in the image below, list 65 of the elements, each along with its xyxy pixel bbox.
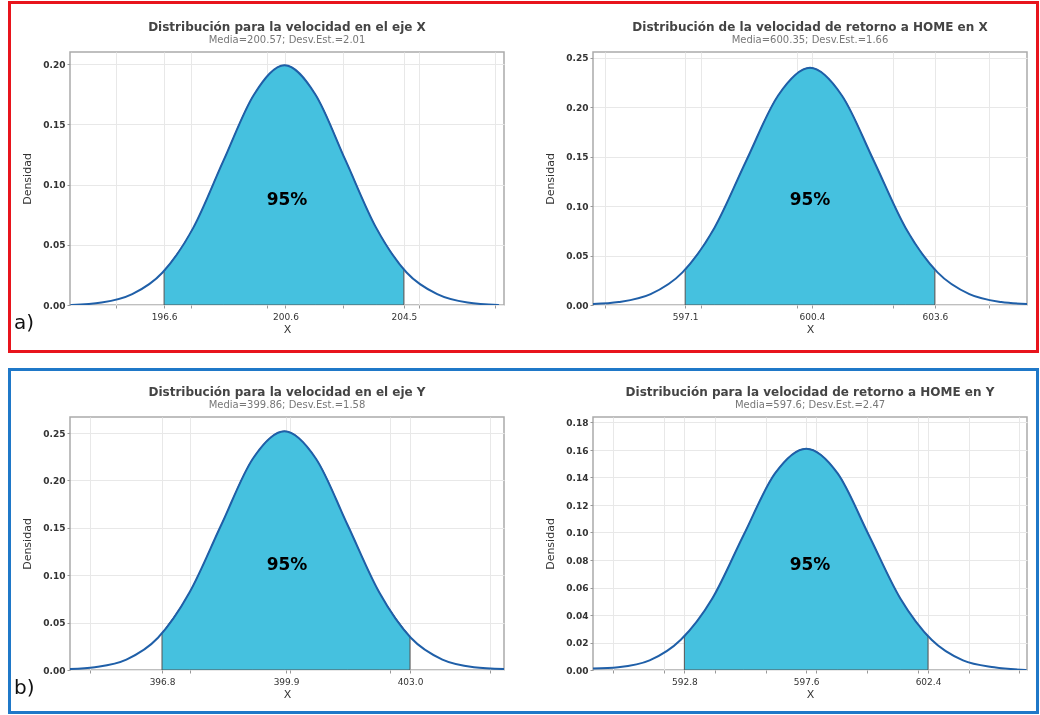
text: b): [14, 675, 35, 699]
y-tick-label: 0.15: [43, 523, 66, 534]
y-tick-label: 0.20: [43, 475, 66, 486]
y-tick-label: 0.08: [566, 555, 589, 566]
y-tick-label: 0.02: [566, 638, 589, 648]
y-tick-label: 0.14: [566, 473, 589, 483]
x-tick-label: 200.6: [273, 311, 300, 322]
chart-title: Distribución para la velocidad de retorno a HOME en Y: [625, 385, 995, 399]
y-tick-label: 0.00: [43, 300, 66, 311]
line-series: [70, 64, 500, 305]
y-tick-label: 0.05: [43, 240, 66, 251]
annotation: 95%: [266, 189, 308, 209]
text: a): [14, 310, 35, 334]
chart-title: Distribución de la velocidad de retorno a HOME en X: [632, 20, 989, 34]
y-tick-label: 0.10: [43, 570, 66, 581]
y-tick-label: 0.10: [566, 201, 589, 212]
y-tick-label: 0.05: [43, 618, 66, 629]
x-tick-label: 396.8: [149, 676, 176, 687]
chart-subtitle: Media=399.86; Desv.Est.=1.58: [208, 399, 366, 410]
x-tick-label: 597.1: [672, 311, 699, 322]
x-tick-label: 597.6: [793, 676, 820, 687]
chart-title: Distribución para la velocidad en el eje X: [148, 20, 427, 34]
x-tick-label: 196.6: [151, 311, 178, 322]
y-tick-label: 0.15: [566, 152, 589, 163]
x-tick-label: 204.5: [391, 311, 418, 322]
y-tick-label: 0.12: [566, 500, 589, 511]
y-tick-label: 0.00: [43, 665, 66, 676]
y-axis-title: Densidad: [21, 518, 35, 570]
annotation: 95%: [789, 554, 831, 574]
y-axis-title: Densidad: [21, 153, 35, 205]
y-tick-label: 0.10: [43, 180, 66, 191]
y-tick-label: 0.06: [566, 583, 589, 593]
y-tick-label: 0.00: [566, 300, 589, 311]
y-tick-label: 0.15: [43, 119, 66, 130]
x-tick-label: 592.8: [671, 676, 699, 687]
y-tick-label: 0.04: [566, 610, 589, 621]
annotation: 95%: [266, 554, 308, 574]
x-tick-label: 600.4: [799, 311, 826, 322]
y-tick-label: 0.20: [566, 102, 589, 113]
chart-title: Distribución para la velocidad en el eje Y: [148, 385, 426, 399]
y-tick-label: 0.00: [566, 665, 589, 676]
y-tick-label: 0.10: [566, 528, 589, 538]
y-tick-label: 0.05: [566, 251, 589, 262]
x-axis-title: X: [806, 687, 815, 701]
chart-subtitle: Media=597.6; Desv.Est.=2.47: [734, 399, 886, 410]
y-tick-label: 0.20: [43, 59, 66, 70]
y-tick-label: 0.16: [566, 445, 589, 456]
x-axis-title: X: [806, 322, 815, 336]
x-tick-label: 603.6: [922, 311, 949, 322]
x-tick-label: 602.4: [915, 676, 942, 687]
y-axis-title: Densidad: [544, 518, 558, 570]
x-tick-label: 403.0: [397, 676, 424, 687]
y-tick-label: 0.25: [566, 53, 589, 64]
y-axis-title: Densidad: [544, 153, 558, 205]
x-axis-title: X: [283, 687, 292, 701]
line-series: [593, 66, 1027, 305]
y-tick-label: 0.18: [566, 418, 589, 428]
chart-subtitle: Media=200.57; Desv.Est.=2.01: [208, 34, 366, 45]
line-series: [70, 430, 504, 670]
annotation: 95%: [789, 189, 831, 209]
chart-subtitle: Media=600.35; Desv.Est.=1.66: [731, 34, 889, 45]
x-axis-title: X: [283, 322, 292, 336]
x-tick-label: 399.9: [273, 676, 300, 687]
line-series: [593, 447, 1027, 670]
y-tick-label: 0.25: [43, 428, 66, 439]
